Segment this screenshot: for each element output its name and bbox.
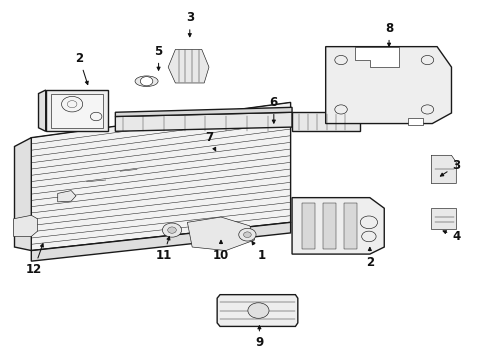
Polygon shape — [58, 190, 76, 202]
Polygon shape — [115, 112, 292, 131]
Polygon shape — [31, 222, 291, 261]
Polygon shape — [408, 118, 423, 125]
Polygon shape — [115, 107, 292, 117]
Circle shape — [140, 77, 153, 86]
Text: 9: 9 — [255, 326, 264, 350]
Polygon shape — [14, 215, 38, 237]
Polygon shape — [302, 203, 315, 249]
Text: 7: 7 — [205, 131, 216, 151]
Polygon shape — [431, 208, 456, 229]
Text: 3: 3 — [441, 159, 460, 176]
Circle shape — [244, 232, 251, 238]
Polygon shape — [326, 47, 451, 123]
Polygon shape — [292, 112, 360, 131]
Polygon shape — [323, 203, 336, 249]
Text: 4: 4 — [443, 230, 461, 243]
Polygon shape — [50, 94, 103, 128]
Polygon shape — [344, 203, 357, 249]
Polygon shape — [217, 294, 298, 327]
Text: 10: 10 — [213, 240, 229, 262]
Polygon shape — [168, 49, 209, 83]
Text: 2: 2 — [75, 52, 88, 85]
Text: 3: 3 — [186, 11, 194, 37]
Polygon shape — [187, 217, 255, 251]
Polygon shape — [431, 155, 456, 184]
Text: 6: 6 — [270, 96, 278, 123]
Polygon shape — [31, 102, 291, 251]
Text: 2: 2 — [366, 247, 374, 269]
Text: 1: 1 — [252, 242, 266, 262]
Circle shape — [168, 227, 176, 233]
Circle shape — [239, 228, 256, 241]
Text: 12: 12 — [25, 244, 44, 276]
Polygon shape — [355, 47, 399, 67]
Text: 11: 11 — [155, 237, 172, 262]
Text: 5: 5 — [154, 45, 163, 70]
Text: 8: 8 — [385, 22, 393, 46]
Circle shape — [248, 303, 269, 318]
Polygon shape — [292, 198, 384, 254]
Polygon shape — [15, 138, 31, 251]
Polygon shape — [39, 90, 46, 131]
Circle shape — [162, 223, 182, 237]
Ellipse shape — [135, 76, 158, 86]
Polygon shape — [46, 90, 108, 131]
